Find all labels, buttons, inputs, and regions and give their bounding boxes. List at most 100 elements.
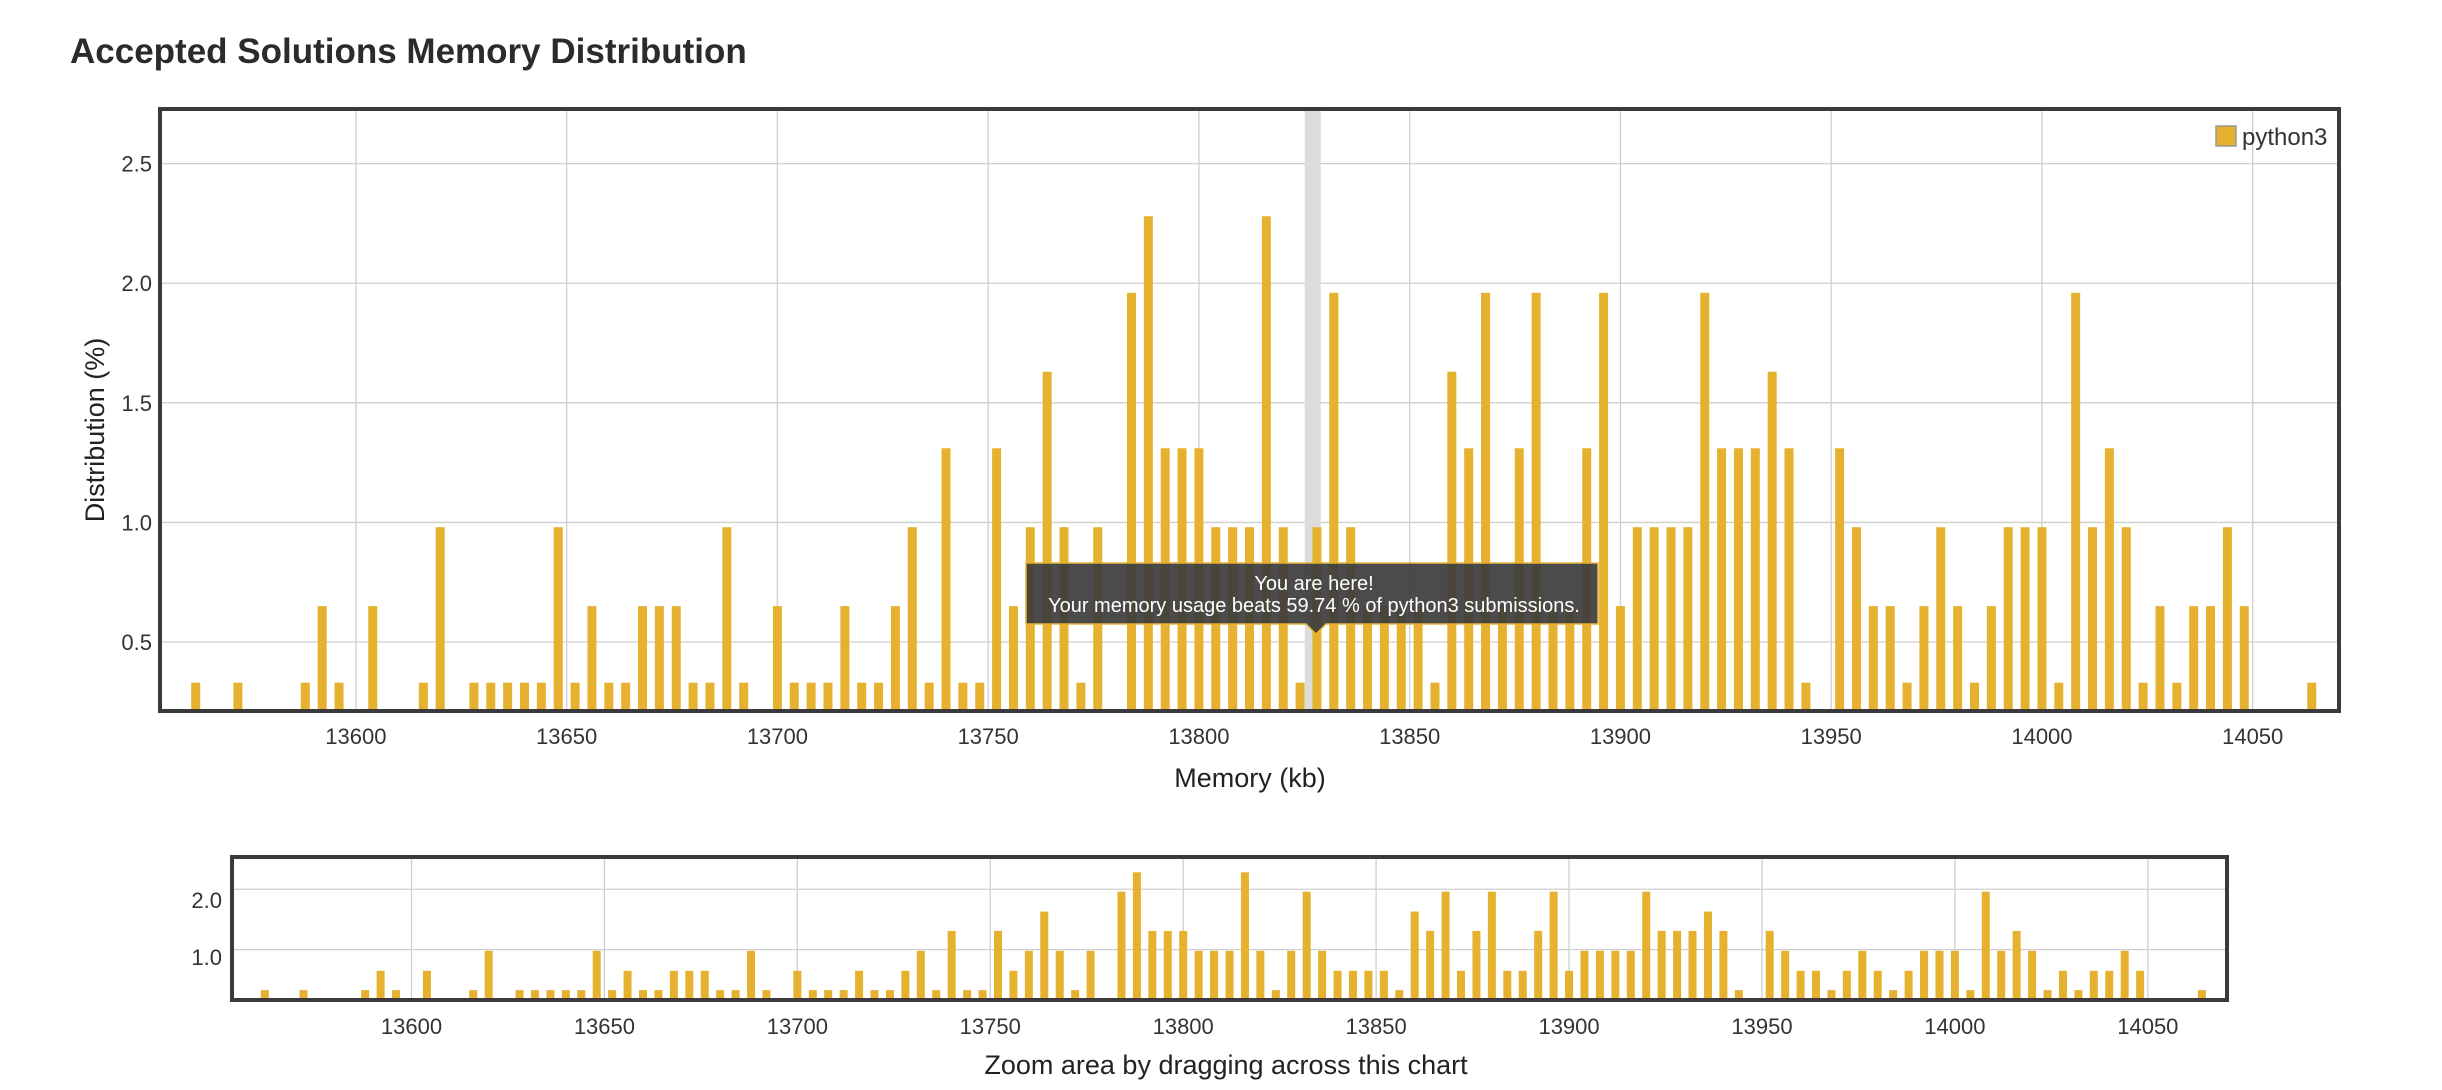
x-tick-label: 13750 [958, 724, 1019, 749]
navigator-bar [2012, 930, 2021, 998]
navigator-bar [1426, 930, 1435, 998]
bar [1413, 606, 1423, 709]
navigator-bar [762, 990, 771, 998]
navigator-bar [392, 990, 401, 998]
navigator-bar [1719, 930, 1728, 998]
navigator-bar [654, 990, 663, 998]
bar [2155, 606, 2165, 709]
navigator-x-tick-label: 13950 [1731, 1014, 1792, 1039]
bar [907, 527, 917, 709]
bar [1649, 527, 1659, 709]
bar [992, 448, 1002, 709]
navigator-bar [546, 990, 555, 998]
bar [1615, 606, 1625, 709]
bar [1902, 682, 1912, 709]
bar [469, 682, 479, 709]
navigator-bar [1518, 970, 1527, 998]
navigator-bar [1472, 930, 1481, 998]
navigator-bar [1904, 970, 1913, 998]
bar [1835, 448, 1845, 709]
navigator-x-tick-label: 13650 [574, 1014, 635, 1039]
navigator-bar [2136, 970, 2145, 998]
navigator-bar [376, 970, 385, 998]
navigator-bar [484, 950, 493, 998]
legend[interactable]: python3 [2215, 124, 2327, 151]
navigator-bar [361, 990, 370, 998]
navigator-y-tick-1: 1.0 [191, 945, 222, 970]
navigator-bar [716, 990, 725, 998]
x-tick-label: 13950 [1801, 724, 1862, 749]
bar [587, 606, 597, 709]
navigator-bar [1040, 911, 1049, 998]
navigator-bar [978, 990, 987, 998]
bar [520, 682, 529, 709]
navigator-bar [824, 990, 833, 998]
navigator-bar [1348, 970, 1357, 998]
navigator-bar [1703, 911, 1712, 998]
bar [1784, 448, 1794, 709]
navigator-x-tick-label: 14050 [2117, 1014, 2178, 1039]
navigator-x-tick-label: 13600 [381, 1014, 442, 1039]
navigator-frame[interactable] [230, 855, 2229, 1002]
navigator-bars [260, 872, 2206, 998]
bar [1632, 527, 1642, 709]
bar [789, 682, 799, 709]
navigator-bar [901, 970, 910, 998]
navigator-bar [1565, 970, 1574, 998]
navigator-bar [2058, 970, 2067, 998]
navigator-bar [747, 950, 756, 998]
bar [2088, 527, 2098, 709]
bar [2071, 292, 2081, 709]
bar [2189, 606, 2199, 709]
navigator-bar [1796, 970, 1805, 998]
navigator-bar [1287, 950, 1296, 998]
bar [233, 682, 243, 709]
bar [1076, 682, 1086, 709]
navigator-bar [1950, 950, 1959, 998]
bar [975, 682, 985, 709]
bar [2239, 606, 2249, 709]
navigator-bar [1626, 950, 1635, 998]
navigator-bar [1981, 891, 1990, 998]
navigator-bar [1765, 930, 1774, 998]
x-tick-label: 13900 [1590, 724, 1651, 749]
navigator-bar [2105, 970, 2114, 998]
x-tick-label: 14050 [2222, 724, 2283, 749]
bar [604, 682, 614, 709]
navigator-bar [1225, 950, 1234, 998]
navigator-bar [669, 970, 678, 998]
bar [1329, 292, 1339, 709]
bar [1008, 606, 1018, 709]
bar [1363, 606, 1373, 709]
navigator-bar [1194, 950, 1203, 998]
x-tick-label: 13700 [747, 724, 808, 749]
navigator-bar [299, 990, 308, 998]
bar [486, 682, 496, 709]
navigator-bar [1734, 990, 1743, 998]
navigator-bar [1781, 950, 1790, 998]
navigator-bar [1302, 891, 1311, 998]
bar [1986, 606, 1996, 709]
bar [1565, 606, 1575, 709]
bar [2222, 527, 2232, 709]
bar [1953, 606, 1963, 709]
bar [2003, 527, 2013, 709]
bar [772, 606, 782, 709]
bar [1295, 682, 1305, 709]
bar [874, 682, 884, 709]
navigator-bar [1657, 930, 1666, 998]
bar [739, 682, 749, 709]
navigator-bar [623, 970, 632, 998]
bar [1851, 527, 1861, 709]
navigator-bar [1163, 930, 1172, 998]
bar [671, 606, 681, 709]
bar [1481, 292, 1491, 709]
x-tick-label: 13600 [325, 724, 386, 749]
bar [1531, 292, 1541, 709]
bar [958, 682, 968, 709]
navigator-bar [1811, 970, 1820, 998]
navigator-bar [260, 990, 269, 998]
navigator-bar [1935, 950, 1944, 998]
navigator-bar [1379, 970, 1388, 998]
